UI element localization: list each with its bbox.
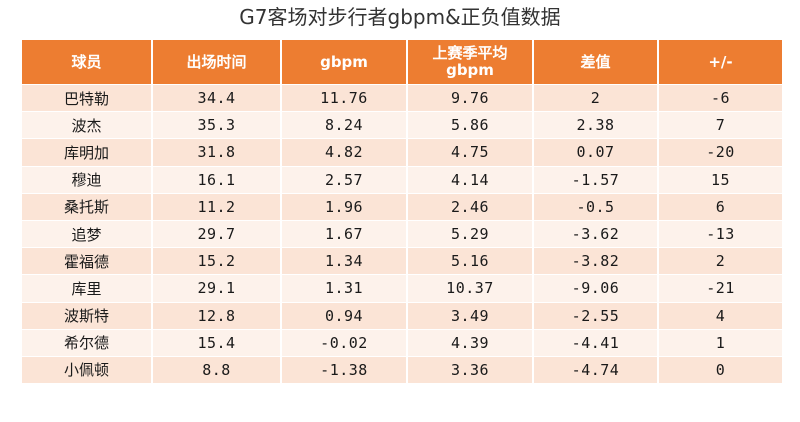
player-cell: 库里 <box>22 274 153 303</box>
header-minutes: 出场时间 <box>152 40 282 85</box>
last-season-gbpm-cell: 4.39 <box>407 329 534 357</box>
table-row: 波斯特 12.8 0.94 3.49 -2.55 4 <box>22 302 782 330</box>
gbpm-cell: -1.38 <box>281 356 408 385</box>
table-row: 库里 29.1 1.31 10.37 -9.06 -21 <box>22 274 782 303</box>
table-row: 桑托斯 11.2 1.96 2.46 -0.5 6 <box>22 193 782 221</box>
header-last-season-gbpm: 上赛季平均 gbpm <box>407 40 534 85</box>
plus-minus-cell: -20 <box>658 138 782 167</box>
last-season-gbpm-cell: 9.76 <box>407 84 534 113</box>
gbpm-cell: 0.94 <box>281 302 408 330</box>
header-gbpm: gbpm <box>281 40 408 85</box>
last-season-gbpm-cell: 3.36 <box>407 356 534 385</box>
diff-cell: -2.55 <box>533 302 659 330</box>
minutes-cell: 29.1 <box>152 274 282 303</box>
minutes-cell: 31.8 <box>152 138 282 167</box>
stats-table: 球员 出场时间 gbpm 上赛季平均 gbpm 差值 +/- 巴特勒 34.4 11… <box>22 40 782 385</box>
last-season-gbpm-cell: 4.75 <box>407 138 534 167</box>
table-row: 小佩顿 8.8 -1.38 3.36 -4.74 0 <box>22 356 782 385</box>
minutes-cell: 34.4 <box>152 84 282 113</box>
gbpm-cell: -0.02 <box>281 329 408 357</box>
plus-minus-cell: -13 <box>658 220 782 249</box>
diff-cell: 2 <box>533 84 659 113</box>
last-season-gbpm-cell: 2.46 <box>407 193 534 221</box>
header-player: 球员 <box>22 40 153 85</box>
table-header-row: 球员 出场时间 gbpm 上赛季平均 gbpm 差值 +/- <box>22 40 782 85</box>
last-season-gbpm-cell: 5.86 <box>407 111 534 140</box>
last-season-gbpm-cell: 5.29 <box>407 220 534 249</box>
last-season-gbpm-cell: 10.37 <box>407 274 534 303</box>
diff-cell: -3.82 <box>533 247 659 276</box>
table-row: 追梦 29.7 1.67 5.29 -3.62 -13 <box>22 220 782 249</box>
gbpm-cell: 1.34 <box>281 247 408 276</box>
table-row: 穆迪 16.1 2.57 4.14 -1.57 15 <box>22 166 782 194</box>
diff-cell: 2.38 <box>533 111 659 140</box>
table-row: 波杰 35.3 8.24 5.86 2.38 7 <box>22 111 782 140</box>
player-cell: 小佩顿 <box>22 356 153 385</box>
plus-minus-cell: 15 <box>658 166 782 194</box>
plus-minus-cell: 6 <box>658 193 782 221</box>
diff-cell: -3.62 <box>533 220 659 249</box>
diff-cell: -4.41 <box>533 329 659 357</box>
gbpm-cell: 8.24 <box>281 111 408 140</box>
minutes-cell: 12.8 <box>152 302 282 330</box>
diff-cell: -4.74 <box>533 356 659 385</box>
gbpm-cell: 11.76 <box>281 84 408 113</box>
minutes-cell: 16.1 <box>152 166 282 194</box>
player-cell: 波斯特 <box>22 302 153 330</box>
minutes-cell: 8.8 <box>152 356 282 385</box>
gbpm-cell: 1.67 <box>281 220 408 249</box>
table-row: 库明加 31.8 4.82 4.75 0.07 -20 <box>22 138 782 167</box>
diff-cell: -1.57 <box>533 166 659 194</box>
player-cell: 穆迪 <box>22 166 153 194</box>
gbpm-cell: 1.31 <box>281 274 408 303</box>
minutes-cell: 29.7 <box>152 220 282 249</box>
minutes-cell: 15.2 <box>152 247 282 276</box>
plus-minus-cell: -21 <box>658 274 782 303</box>
gbpm-cell: 1.96 <box>281 193 408 221</box>
minutes-cell: 15.4 <box>152 329 282 357</box>
plus-minus-cell: 1 <box>658 329 782 357</box>
diff-cell: -9.06 <box>533 274 659 303</box>
table-row: 霍福德 15.2 1.34 5.16 -3.82 2 <box>22 247 782 276</box>
player-cell: 库明加 <box>22 138 153 167</box>
plus-minus-cell: 0 <box>658 356 782 385</box>
minutes-cell: 11.2 <box>152 193 282 221</box>
last-season-gbpm-cell: 4.14 <box>407 166 534 194</box>
plus-minus-cell: 2 <box>658 247 782 276</box>
player-cell: 波杰 <box>22 111 153 140</box>
table-row: 巴特勒 34.4 11.76 9.76 2 -6 <box>22 84 782 113</box>
player-cell: 桑托斯 <box>22 193 153 221</box>
chart-title: G7客场对步行者gbpm&正负值数据 <box>239 5 561 29</box>
header-last-season-gbpm-text: 上赛季平均 gbpm <box>432 44 508 79</box>
minutes-cell: 35.3 <box>152 111 282 140</box>
header-plus-minus: +/- <box>658 40 782 85</box>
header-diff: 差值 <box>533 40 659 85</box>
player-cell: 霍福德 <box>22 247 153 276</box>
gbpm-cell: 2.57 <box>281 166 408 194</box>
player-cell: 追梦 <box>22 220 153 249</box>
plus-minus-cell: 7 <box>658 111 782 140</box>
gbpm-cell: 4.82 <box>281 138 408 167</box>
player-cell: 巴特勒 <box>22 84 153 113</box>
plus-minus-cell: 4 <box>658 302 782 330</box>
player-cell: 希尔德 <box>22 329 153 357</box>
diff-cell: 0.07 <box>533 138 659 167</box>
diff-cell: -0.5 <box>533 193 659 221</box>
last-season-gbpm-cell: 3.49 <box>407 302 534 330</box>
table-row: 希尔德 15.4 -0.02 4.39 -4.41 1 <box>22 329 782 357</box>
plus-minus-cell: -6 <box>658 84 782 113</box>
last-season-gbpm-cell: 5.16 <box>407 247 534 276</box>
